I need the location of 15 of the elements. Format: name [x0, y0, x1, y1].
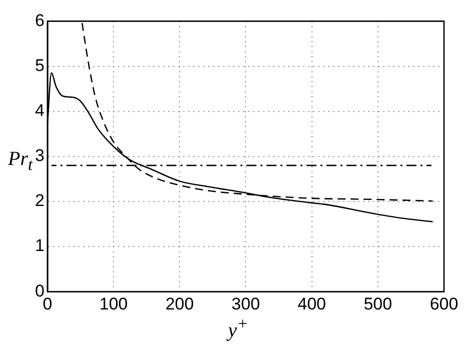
y-tick-label: 0 — [34, 281, 44, 300]
y-tick-label: 5 — [34, 56, 44, 75]
x-tick-label: 400 — [298, 294, 326, 314]
y-tick-label: 3 — [34, 146, 44, 166]
x-tick-label: 100 — [99, 294, 128, 314]
x-tick-label: 200 — [165, 294, 194, 314]
y-tick-label: 6 — [34, 10, 44, 30]
x-tick-label: 600 — [430, 294, 458, 314]
x-axis-title: y$^{+}$ — [228, 314, 248, 343]
y-tick-label: 4 — [34, 101, 44, 120]
x-tick-label: 500 — [364, 294, 392, 314]
x-tick-label: 300 — [232, 294, 260, 314]
y-tick-label: 2 — [34, 191, 44, 210]
y-tick-label: 1 — [34, 236, 44, 256]
y-axis-title: Pr$_{t}$ — [8, 148, 33, 175]
